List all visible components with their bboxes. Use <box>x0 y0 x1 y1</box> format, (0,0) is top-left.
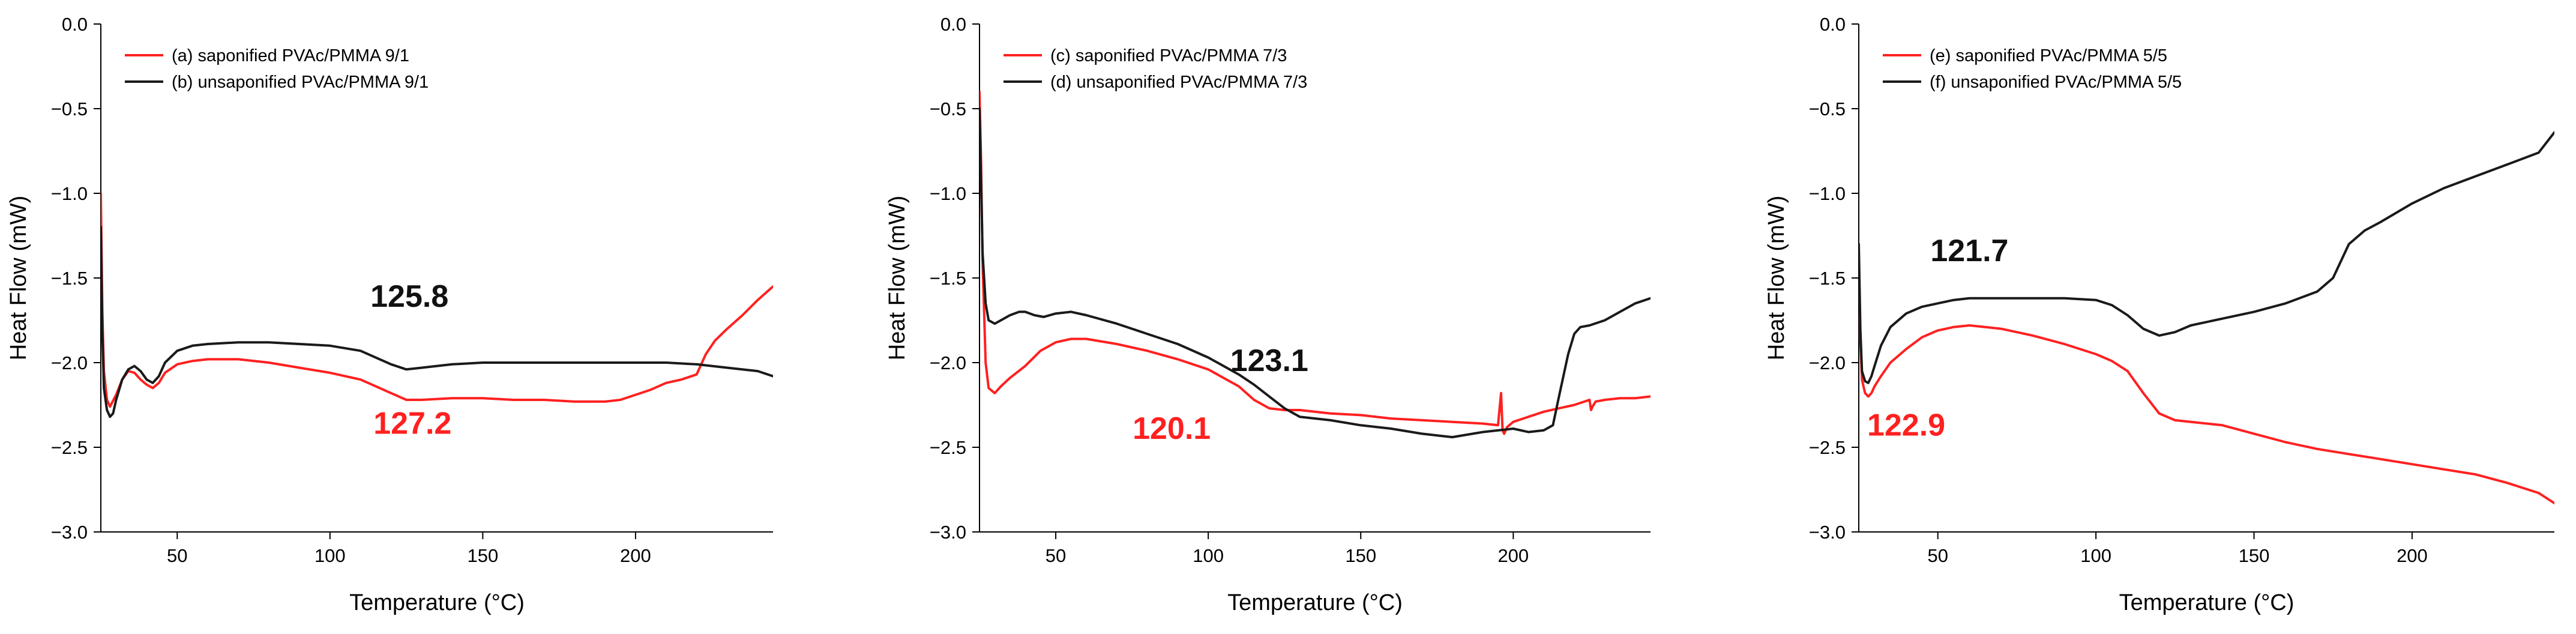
x-tick-label: 100 <box>314 545 346 566</box>
y-tick-label: −1.5 <box>51 268 88 289</box>
chart-panel-2: 0.0 −0.5 −1.0 −1.5 −2.0 −2.5 −3.0 50 100 150 200 Te… <box>885 14 1651 615</box>
y-tick-label: −0.5 <box>930 98 966 119</box>
x-tick-label: 150 <box>467 545 498 566</box>
y-tick-label: −0.5 <box>51 98 88 119</box>
legend-label-2: (b) unsaponified PVAc/PMMA 9/1 <box>172 73 429 92</box>
legend-label-2: (f) unsaponified PVAc/PMMA 5/5 <box>1930 73 2182 92</box>
y-tick-label: −1.0 <box>1809 183 1846 204</box>
legend-label-2: (d) unsaponified PVAc/PMMA 7/3 <box>1050 73 1307 92</box>
y-tick-label: −2.5 <box>1809 437 1846 458</box>
legend-label-1: (a) saponified PVAc/PMMA 9/1 <box>172 46 409 65</box>
x-axis-title: Temperature (°C) <box>2119 590 2295 615</box>
annotation-2: 122.9 <box>1867 408 1945 442</box>
x-tick-label: 150 <box>2239 545 2270 566</box>
annotation-1: 121.7 <box>1930 234 2008 268</box>
y-tick-label: −2.5 <box>930 437 966 458</box>
x-tick-label: 150 <box>1345 545 1376 566</box>
charts-layer: 0.0 −0.5 −1.0 −1.5 −2.0 −2.5 −3.0 50 100 150 200 Te… <box>6 14 2554 615</box>
y-tick-label: −1.5 <box>1809 268 1846 289</box>
x-tick-label: 200 <box>2397 545 2428 566</box>
x-tick-label: 50 <box>1927 545 1948 566</box>
x-tick-label: 100 <box>1193 545 1224 566</box>
y-tick-label: −1.5 <box>930 268 966 289</box>
y-tick-label: −2.0 <box>930 352 966 373</box>
annotation-1: 125.8 <box>370 279 448 314</box>
x-tick-label: 200 <box>1497 545 1529 566</box>
y-tick-label: −1.0 <box>930 183 966 204</box>
y-tick-label: −1.0 <box>51 183 88 204</box>
legend-label-1: (c) saponified PVAc/PMMA 7/3 <box>1050 46 1287 65</box>
x-tick-label: 50 <box>1046 545 1066 566</box>
series-line-1 <box>980 90 1651 435</box>
annotation-2: 127.2 <box>373 406 451 441</box>
x-tick-label: 200 <box>620 545 651 566</box>
y-tick-label: −3.0 <box>930 522 966 543</box>
y-axis-title: Heat Flow (mW) <box>6 196 31 360</box>
y-axis-title: Heat Flow (mW) <box>885 196 910 360</box>
chart-panel-3: 0.0 −0.5 −1.0 −1.5 −2.0 −2.5 −3.0 50 100 150 200 Te… <box>1764 14 2554 615</box>
x-tick-label: 100 <box>2080 545 2111 566</box>
series-line-2 <box>101 226 773 418</box>
y-tick-label: −2.0 <box>51 352 88 373</box>
x-tick-label: 50 <box>167 545 187 566</box>
annotation-1: 123.1 <box>1230 343 1308 378</box>
y-tick-label: −2.5 <box>51 437 88 458</box>
series-line-2 <box>980 107 1651 439</box>
y-tick-label: −2.0 <box>1809 352 1846 373</box>
y-tick-label: −3.0 <box>51 522 88 543</box>
annotation-2: 120.1 <box>1133 411 1211 446</box>
series-line-1 <box>1859 259 2554 505</box>
y-tick-label: −0.5 <box>1809 98 1846 119</box>
x-axis-title: Temperature (°C) <box>349 590 525 615</box>
chart-panel-1: 0.0 −0.5 −1.0 −1.5 −2.0 −2.5 −3.0 50 100 150 200 Te… <box>6 14 773 615</box>
series-line-2 <box>1859 131 2554 384</box>
y-tick-label: 0.0 <box>62 14 88 35</box>
legend-label-1: (e) saponified PVAc/PMMA 5/5 <box>1930 46 2167 65</box>
y-tick-label: −3.0 <box>1809 522 1846 543</box>
x-axis-title: Temperature (°C) <box>1227 590 1403 615</box>
y-axis-title: Heat Flow (mW) <box>1764 196 1789 360</box>
y-tick-label: 0.0 <box>940 14 966 35</box>
y-tick-label: 0.0 <box>1820 14 1846 35</box>
